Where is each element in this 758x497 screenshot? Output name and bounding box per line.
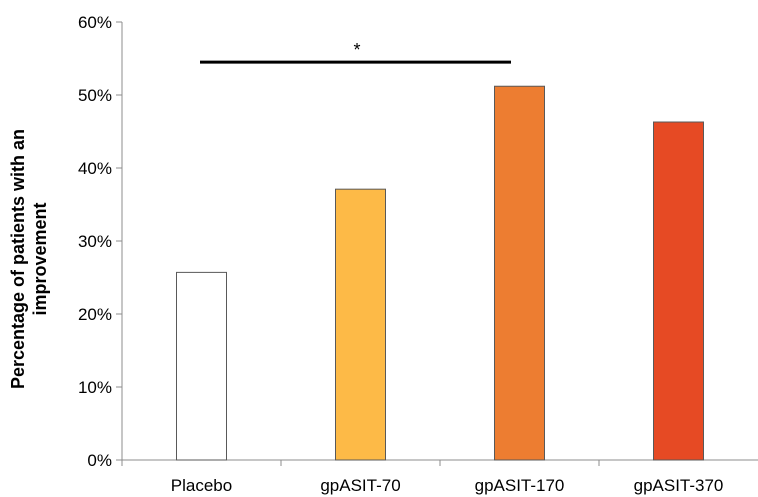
x-tick-label-3: gpASIT-370 xyxy=(634,476,724,495)
bar-placebo xyxy=(176,271,227,461)
y-axis-label: Percentage of patients with an improveme… xyxy=(8,129,50,389)
x-tick-label-2: gpASIT-170 xyxy=(475,476,565,495)
x-tick-label-1: gpASIT-70 xyxy=(320,476,400,495)
y-axis-label-line-1: Percentage of patients with an xyxy=(8,129,28,389)
y-tick-label-3: 30% xyxy=(78,232,112,251)
bar-gpasit-170 xyxy=(494,85,545,461)
bar-gpasit-70 xyxy=(335,188,386,461)
x-tick-label-0: Placebo xyxy=(171,476,232,495)
y-tick-label-2: 20% xyxy=(78,305,112,324)
y-tick-label-0: 0% xyxy=(87,451,112,470)
significance-label-0: * xyxy=(353,40,360,60)
y-tick-label-5: 50% xyxy=(78,86,112,105)
y-tick-label-1: 10% xyxy=(78,378,112,397)
y-tick-label-4: 40% xyxy=(78,159,112,178)
plot-area: 0% 10% 20% 30% 40% 50% 60% Placebo gpASIT-70 gpAS… xyxy=(78,13,758,495)
y-tick-label-6: 60% xyxy=(78,13,112,32)
bar-gpasit-370 xyxy=(653,121,704,461)
y-axis-label-line-2: improvement xyxy=(30,202,50,315)
